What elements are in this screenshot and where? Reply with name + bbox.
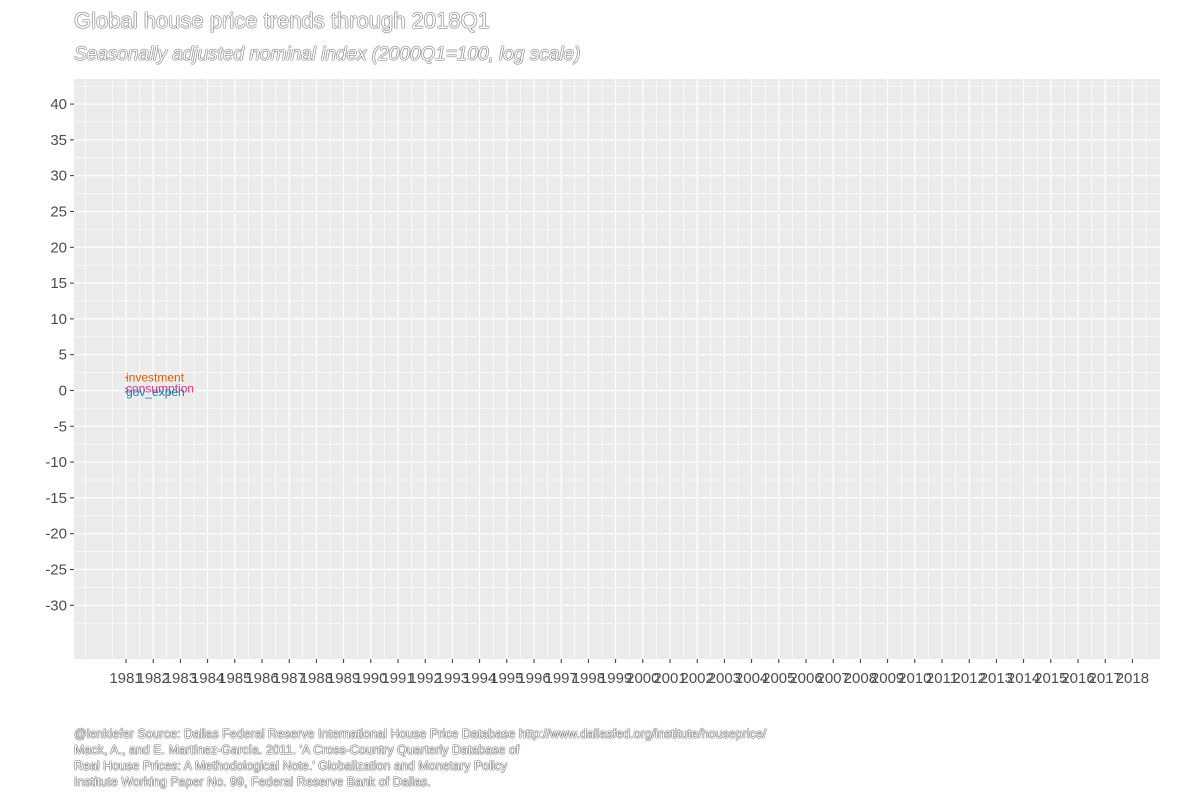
y-tick-label: 10 xyxy=(50,311,67,328)
x-tick-label: 2000 xyxy=(626,670,659,687)
chart-subtitle: Seasonally adjusted nominal index (2000Q… xyxy=(74,44,581,65)
x-tick-label: 1983 xyxy=(164,670,197,687)
x-tick-label: 2017 xyxy=(1089,670,1122,687)
x-tick-label: 2018 xyxy=(1116,670,1149,687)
caption-line-3: Real House Prices: A Methodological Note… xyxy=(74,759,508,773)
plot-panel xyxy=(74,79,1160,659)
x-tick-label: 2016 xyxy=(1061,670,1094,687)
y-tick-label: 30 xyxy=(50,168,67,185)
x-tick-label: 2002 xyxy=(681,670,714,687)
x-tick-label: 2015 xyxy=(1034,670,1067,687)
x-tick-label: 1989 xyxy=(327,670,360,687)
series-label-consumption: consumption xyxy=(126,381,194,395)
x-tick-label: 1993 xyxy=(436,670,469,687)
x-tick-label: 1996 xyxy=(517,670,550,687)
x-tick-label: 1999 xyxy=(599,670,632,687)
x-tick-label: 1995 xyxy=(490,670,523,687)
y-tick-label: 15 xyxy=(50,275,67,292)
x-tick-label: 2014 xyxy=(1007,670,1040,687)
x-tick-label: 2006 xyxy=(789,670,822,687)
series-label-gov_expen: gov_expen xyxy=(126,385,185,399)
x-tick-label: 1992 xyxy=(409,670,442,687)
series-point-investment xyxy=(125,376,127,379)
y-tick-label: 0 xyxy=(59,382,67,399)
x-tick-label: 1984 xyxy=(191,670,224,687)
x-tick-label: 1982 xyxy=(137,670,170,687)
x-tick-label: 2004 xyxy=(735,670,768,687)
y-tick-label: 40 xyxy=(50,96,67,113)
caption-line-4: Institute Working Paper No. 99, Federal … xyxy=(74,775,431,789)
y-tick-label: -15 xyxy=(45,490,67,507)
x-tick-label: 1985 xyxy=(218,670,251,687)
series-point-consumption xyxy=(125,387,127,390)
caption-line-2: Mack, A., and E. Martínez-García. 2011. … xyxy=(74,743,520,757)
series-point-gov_expen xyxy=(125,391,127,393)
x-tick-label: 1994 xyxy=(463,670,496,687)
x-tick-label: 2011 xyxy=(926,670,958,687)
x-tick-label: 1998 xyxy=(572,670,605,687)
x-tick-label: 1981 xyxy=(109,670,142,687)
x-tick-label: 2012 xyxy=(953,670,986,687)
y-tick-label: -30 xyxy=(45,597,67,614)
y-tick-label: 5 xyxy=(59,347,67,364)
y-tick-label: 35 xyxy=(50,132,67,149)
x-tick-label: 2001 xyxy=(653,670,686,687)
x-tick-label: 2005 xyxy=(762,670,795,687)
y-tick-label: 25 xyxy=(50,203,67,220)
y-tick-label: -10 xyxy=(45,454,67,471)
y-tick-label: -5 xyxy=(54,418,67,435)
y-tick-label: -20 xyxy=(45,526,67,543)
x-tick-label: 2013 xyxy=(980,670,1013,687)
x-tick-label: 2008 xyxy=(844,670,877,687)
x-tick-label: 1988 xyxy=(300,670,333,687)
x-tick-label: 1986 xyxy=(245,670,278,687)
series-label-investment: investment xyxy=(126,371,185,385)
x-tick-label: 1997 xyxy=(545,670,578,687)
y-tick-label: -25 xyxy=(45,561,67,578)
chart-caption: @lenkiefer Source: Dallas Federal Reserv… xyxy=(74,726,766,790)
x-tick-label: 2010 xyxy=(898,670,931,687)
x-tick-label: 1990 xyxy=(354,670,387,687)
x-tick-label: 1991 xyxy=(381,670,414,687)
caption-line-1: @lenkiefer Source: Dallas Federal Reserv… xyxy=(74,727,767,741)
x-tick-label: 2003 xyxy=(708,670,741,687)
x-tick-label: 2007 xyxy=(817,670,850,687)
x-tick-label: 2009 xyxy=(871,670,904,687)
chart-title: Global house price trends through 2018Q1 xyxy=(74,8,490,33)
y-tick-label: 20 xyxy=(50,239,67,256)
x-tick-label: 1987 xyxy=(273,670,306,687)
